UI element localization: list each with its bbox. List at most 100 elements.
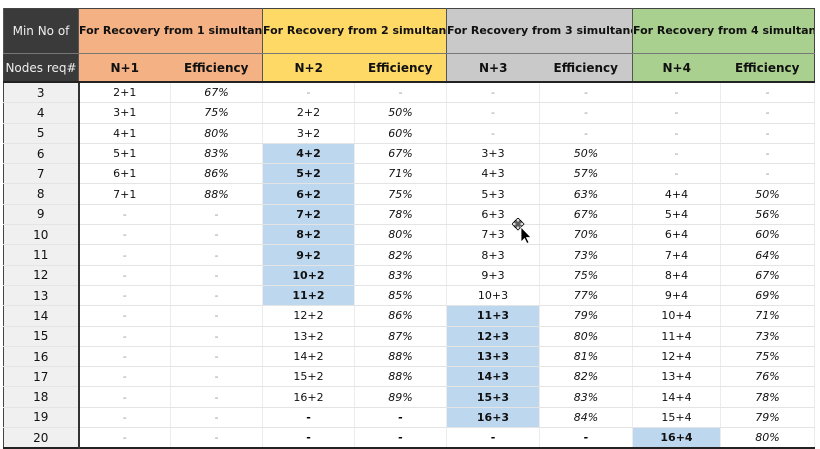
efficiency-cell-n4[interactable]: 69% — [720, 285, 815, 307]
layout-cell-n3[interactable]: 13+3 — [446, 346, 540, 368]
layout-cell-n4[interactable]: 7+4 — [632, 244, 721, 266]
layout-cell-n3[interactable]: - — [446, 123, 540, 144]
layout-cell-n3[interactable]: 3+3 — [446, 143, 540, 165]
efficiency-cell-n1[interactable]: - — [170, 305, 263, 327]
efficiency-cell-n2[interactable]: 50% — [354, 102, 447, 124]
nodes-required-cell[interactable]: 19 — [3, 407, 80, 429]
efficiency-cell-n2[interactable]: 82% — [354, 244, 447, 266]
layout-cell-n1[interactable]: - — [78, 427, 171, 449]
layout-cell-n1[interactable]: - — [78, 407, 171, 429]
efficiency-cell-n4[interactable]: - — [720, 123, 815, 144]
efficiency-cell-n4[interactable]: 60% — [720, 224, 815, 246]
efficiency-cell-n4[interactable]: 76% — [720, 366, 815, 388]
nodes-required-cell[interactable]: 17 — [3, 366, 80, 388]
layout-cell-n4[interactable]: 5+4 — [632, 204, 721, 226]
layout-cell-n4[interactable]: - — [632, 102, 721, 124]
layout-cell-n1[interactable]: - — [78, 366, 171, 388]
efficiency-cell-n2[interactable]: 75% — [354, 183, 447, 205]
layout-cell-n2[interactable]: 14+2 — [262, 346, 355, 368]
efficiency-cell-n3[interactable]: 84% — [539, 407, 633, 429]
efficiency-cell-n3[interactable]: 73% — [539, 244, 633, 266]
nodes-required-cell[interactable]: 10 — [3, 224, 80, 246]
efficiency-cell-n3[interactable]: 79% — [539, 305, 633, 327]
efficiency-cell-n3[interactable]: 75% — [539, 265, 633, 286]
layout-cell-n3[interactable]: 8+3 — [446, 244, 540, 266]
layout-cell-n4[interactable]: 15+4 — [632, 407, 721, 429]
efficiency-cell-n2[interactable]: 80% — [354, 224, 447, 246]
efficiency-cell-n4[interactable]: 75% — [720, 346, 815, 368]
layout-cell-n4[interactable]: 4+4 — [632, 183, 721, 205]
layout-cell-n1[interactable]: - — [78, 265, 171, 286]
layout-cell-n3[interactable]: 11+3 — [446, 305, 540, 327]
layout-cell-n1[interactable]: - — [78, 285, 171, 307]
layout-cell-n1[interactable]: 6+1 — [78, 163, 171, 185]
layout-cell-n1[interactable]: 3+1 — [78, 102, 171, 124]
efficiency-cell-n1[interactable]: - — [170, 407, 263, 429]
efficiency-cell-n1[interactable]: 88% — [170, 183, 263, 205]
efficiency-cell-n3[interactable]: 83% — [539, 386, 633, 408]
layout-cell-n2[interactable]: 15+2 — [262, 366, 355, 388]
layout-cell-n1[interactable]: 7+1 — [78, 183, 171, 205]
layout-cell-n4[interactable]: - — [632, 123, 721, 144]
layout-cell-n2[interactable]: 8+2 — [262, 224, 355, 246]
efficiency-cell-n3[interactable]: 70% — [539, 224, 633, 246]
nodes-required-cell[interactable]: 4 — [3, 102, 80, 124]
efficiency-cell-n3[interactable]: 80% — [539, 326, 633, 347]
nodes-required-cell[interactable]: 6 — [3, 143, 80, 165]
layout-cell-n4[interactable]: - — [632, 82, 721, 104]
layout-cell-n3[interactable]: 15+3 — [446, 386, 540, 408]
layout-cell-n2[interactable]: 10+2 — [262, 265, 355, 286]
layout-cell-n1[interactable]: 2+1 — [78, 82, 171, 104]
layout-cell-n3[interactable]: 5+3 — [446, 183, 540, 205]
efficiency-cell-n2[interactable]: - — [354, 82, 447, 104]
efficiency-cell-n4[interactable]: 71% — [720, 305, 815, 327]
layout-cell-n1[interactable]: - — [78, 326, 171, 347]
efficiency-cell-n1[interactable]: - — [170, 204, 263, 226]
layout-cell-n1[interactable]: 4+1 — [78, 123, 171, 144]
layout-cell-n1[interactable]: - — [78, 204, 171, 226]
efficiency-cell-n4[interactable]: 78% — [720, 386, 815, 408]
nodes-required-cell[interactable]: 3 — [3, 82, 80, 104]
layout-cell-n3[interactable]: 14+3 — [446, 366, 540, 388]
efficiency-cell-n2[interactable]: - — [354, 427, 447, 449]
efficiency-cell-n1[interactable]: 67% — [170, 82, 263, 104]
efficiency-cell-n3[interactable]: - — [539, 102, 633, 124]
efficiency-cell-n2[interactable]: 83% — [354, 265, 447, 286]
efficiency-cell-n4[interactable]: 80% — [720, 427, 815, 449]
nodes-required-cell[interactable]: 12 — [3, 265, 80, 286]
efficiency-cell-n1[interactable]: - — [170, 285, 263, 307]
efficiency-cell-n3[interactable]: - — [539, 427, 633, 449]
layout-cell-n3[interactable]: - — [446, 82, 540, 104]
layout-cell-n4[interactable]: 9+4 — [632, 285, 721, 307]
layout-cell-n2[interactable]: 9+2 — [262, 244, 355, 266]
efficiency-cell-n3[interactable]: 67% — [539, 204, 633, 226]
efficiency-cell-n3[interactable]: - — [539, 82, 633, 104]
nodes-required-cell[interactable]: 8 — [3, 183, 80, 205]
efficiency-cell-n4[interactable]: 73% — [720, 326, 815, 347]
efficiency-cell-n3[interactable]: 50% — [539, 143, 633, 165]
efficiency-cell-n1[interactable]: - — [170, 386, 263, 408]
layout-cell-n2[interactable]: - — [262, 407, 355, 429]
nodes-required-cell[interactable]: 9 — [3, 204, 80, 226]
efficiency-cell-n4[interactable]: - — [720, 102, 815, 124]
efficiency-cell-n1[interactable]: - — [170, 224, 263, 246]
layout-cell-n2[interactable]: 13+2 — [262, 326, 355, 347]
layout-cell-n3[interactable]: - — [446, 427, 540, 449]
layout-cell-n2[interactable]: 6+2 — [262, 183, 355, 205]
efficiency-cell-n4[interactable]: - — [720, 82, 815, 104]
nodes-required-cell[interactable]: 18 — [3, 386, 80, 408]
layout-cell-n4[interactable]: 11+4 — [632, 326, 721, 347]
nodes-required-cell[interactable]: 13 — [3, 285, 80, 307]
layout-cell-n4[interactable]: 14+4 — [632, 386, 721, 408]
layout-cell-n3[interactable]: - — [446, 102, 540, 124]
efficiency-cell-n1[interactable]: - — [170, 265, 263, 286]
efficiency-cell-n2[interactable]: 85% — [354, 285, 447, 307]
efficiency-cell-n3[interactable]: 77% — [539, 285, 633, 307]
nodes-required-cell[interactable]: 16 — [3, 346, 80, 368]
layout-cell-n2[interactable]: 16+2 — [262, 386, 355, 408]
layout-cell-n3[interactable]: 9+3 — [446, 265, 540, 286]
efficiency-cell-n1[interactable]: - — [170, 366, 263, 388]
efficiency-cell-n4[interactable]: 50% — [720, 183, 815, 205]
layout-cell-n4[interactable]: 8+4 — [632, 265, 721, 286]
layout-cell-n2[interactable]: 11+2 — [262, 285, 355, 307]
